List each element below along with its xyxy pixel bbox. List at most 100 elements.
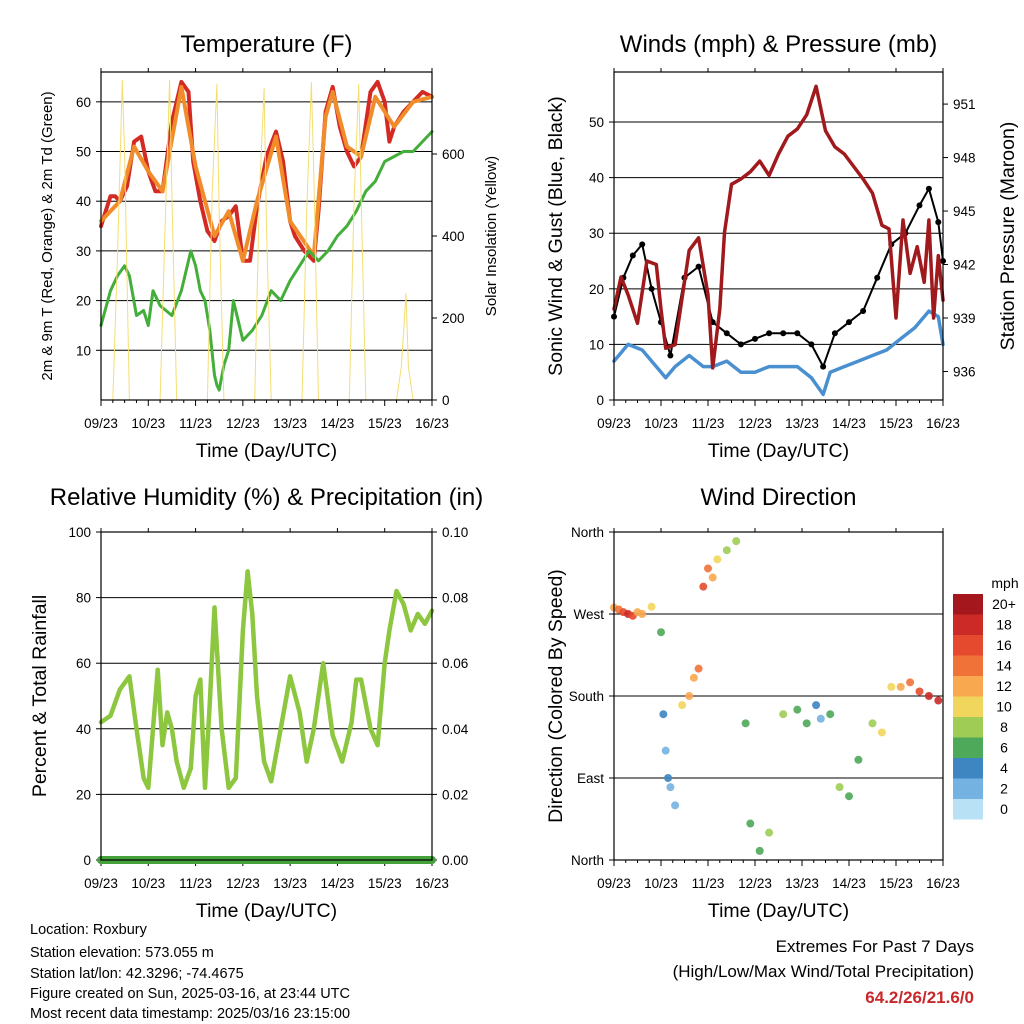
direction-point <box>699 582 708 591</box>
y-tick-label: 40 <box>76 722 91 737</box>
direction-point <box>854 755 863 764</box>
plot-frame <box>613 531 944 861</box>
x-tick-label: 10/23 <box>644 876 678 891</box>
y2-tick-label: 936 <box>953 364 976 379</box>
y2-tick-label: 0.10 <box>442 525 468 540</box>
y-tick-label: 20 <box>76 294 91 309</box>
panel-title: Wind Direction <box>700 484 856 511</box>
x-tick-label: 13/23 <box>785 876 819 891</box>
x-tick-label: 15/23 <box>879 416 913 431</box>
x-tick-label: 14/23 <box>321 416 355 431</box>
legend-label: 0 <box>1000 801 1008 817</box>
y-tick-label: South <box>569 689 604 704</box>
series-line <box>612 309 945 397</box>
gust-point <box>695 263 702 270</box>
legend-swatch <box>953 676 983 697</box>
y2-tick-label: 0.02 <box>442 787 468 802</box>
legend-swatch <box>953 778 983 799</box>
y-axis-label: Direction (Colored By Speed) <box>545 569 567 823</box>
series-line <box>98 569 435 791</box>
direction-point <box>826 710 835 719</box>
y-tick-label: North <box>571 853 604 868</box>
direction-point <box>746 819 755 828</box>
direction-point <box>887 682 896 691</box>
x-tick-label: 11/23 <box>179 416 212 431</box>
gust-point <box>667 352 674 359</box>
x-axis-label: Time (Day/UTC) <box>196 900 337 922</box>
series-line <box>613 187 944 368</box>
x-tick-label: 12/23 <box>226 876 260 891</box>
x-tick-label: 16/23 <box>415 416 449 431</box>
extremes-title: Extremes For Past 7 Days <box>775 937 974 956</box>
latlon-text: Station lat/lon: 42.3296; -74.4675 <box>30 966 244 982</box>
direction-point <box>755 846 764 855</box>
extremes-subtitle: (High/Low/Max Wind/Total Precipitation) <box>672 962 974 981</box>
x-tick-label: 09/23 <box>84 416 118 431</box>
direction-point <box>638 610 647 618</box>
gust-point <box>766 330 773 337</box>
direction-point <box>732 537 741 546</box>
direction-point <box>816 714 825 723</box>
y2-tick-label: 0.06 <box>442 656 468 671</box>
gust-point <box>935 219 942 226</box>
direction-point <box>708 573 717 582</box>
y-tick-label: East <box>577 771 604 786</box>
y2-axis-label: Station Pressure (Maroon) <box>997 122 1019 351</box>
y2-axis-label: Solar Insolation (Yellow) <box>483 156 500 316</box>
x-axis-label: Time (Day/UTC) <box>708 900 849 922</box>
legend-label: 10 <box>996 699 1012 715</box>
direction-point <box>741 719 750 728</box>
plot-frame <box>100 71 433 401</box>
direction-point <box>694 664 703 673</box>
x-tick-label: 09/23 <box>597 416 631 431</box>
x-tick-label: 09/23 <box>597 876 631 891</box>
legend-swatch <box>953 758 983 779</box>
x-axis-label: Time (Day/UTC) <box>708 440 849 462</box>
direction-point <box>793 705 802 714</box>
x-tick-label: 15/23 <box>368 416 402 431</box>
gust-point <box>831 330 838 337</box>
x-tick-label: 11/23 <box>179 876 212 891</box>
y-axis-label: 2m & 9m T (Red, Orange) & 2m Td (Green) <box>39 91 56 380</box>
y-tick-label: 40 <box>76 194 91 209</box>
legend-title: mph <box>991 575 1018 591</box>
direction-point <box>845 792 853 801</box>
direction-point <box>671 801 680 810</box>
x-tick-label: 15/23 <box>368 876 402 891</box>
direction-point <box>877 728 886 737</box>
x-tick-label: 15/23 <box>879 876 913 891</box>
direction-point <box>664 774 673 782</box>
series-line <box>99 84 434 263</box>
gust-point <box>639 241 646 248</box>
y-tick-label: North <box>571 525 604 540</box>
created-text: Figure created on Sun, 2025-03-16, at 23… <box>30 986 350 1002</box>
location-text: Location: Roxbury <box>30 922 147 938</box>
y2-tick-label: 0.08 <box>442 591 468 606</box>
y-tick-label: 0 <box>596 393 604 408</box>
direction-point <box>685 692 694 700</box>
y-tick-label: 80 <box>76 591 91 606</box>
y-tick-label: 60 <box>76 656 91 671</box>
x-tick-label: 11/23 <box>692 876 725 891</box>
direction-point <box>924 692 933 700</box>
legend-swatch <box>953 635 983 656</box>
legend-label: 20+ <box>992 596 1016 612</box>
y-tick-label: West <box>573 607 604 622</box>
x-tick-label: 13/23 <box>785 416 819 431</box>
direction-point <box>657 628 665 637</box>
plot-frame <box>100 531 433 861</box>
gust-point <box>820 363 827 370</box>
x-tick-label: 16/23 <box>926 876 960 891</box>
y-tick-label: 50 <box>76 145 91 160</box>
y2-tick-label: 0.04 <box>442 722 469 737</box>
x-tick-label: 10/23 <box>131 416 165 431</box>
direction-point <box>802 719 811 728</box>
recent-data-text: Most recent data timestamp: 2025/03/16 2… <box>30 1006 351 1022</box>
direction-point <box>934 696 943 705</box>
y2-tick-label: 400 <box>442 229 465 244</box>
legend-label: 12 <box>996 678 1012 694</box>
gust-point <box>752 335 758 342</box>
y-tick-label: 30 <box>76 244 91 259</box>
gust-point <box>916 202 923 209</box>
gust-point <box>737 341 744 348</box>
